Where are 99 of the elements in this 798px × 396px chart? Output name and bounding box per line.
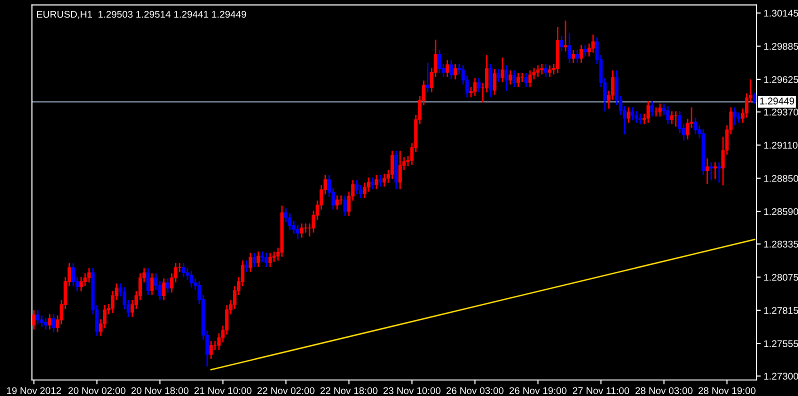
candlestick xyxy=(500,58,504,82)
candlestick xyxy=(162,278,166,300)
x-tick-label: 20 Nov 02:00 xyxy=(68,387,126,394)
candlestick xyxy=(496,69,500,82)
x-tick-label: 19 Nov 2012 xyxy=(7,387,61,394)
candlestick xyxy=(390,150,394,179)
x-tick-label: 27 Nov 11:00 xyxy=(572,387,630,394)
candlestick xyxy=(583,44,587,56)
y-tick-label: 1.28335 xyxy=(764,240,798,248)
x-tick-label: 21 Nov 10:00 xyxy=(194,387,252,394)
candlestick xyxy=(32,310,36,330)
candlestick xyxy=(713,162,717,179)
candlestick xyxy=(355,180,359,194)
y-tick-label: 1.27300 xyxy=(764,372,798,380)
candlestick xyxy=(666,106,670,124)
candlestick xyxy=(36,310,40,324)
candlestick xyxy=(576,50,580,63)
candlestick xyxy=(256,252,260,268)
y-tick-label: 1.29625 xyxy=(764,76,798,83)
y-tick-label: 1.30145 xyxy=(764,10,798,17)
x-tick-label: 23 Nov 10:00 xyxy=(384,387,440,394)
candlestick xyxy=(146,268,150,296)
y-tick-label: 1.29370 xyxy=(764,108,798,116)
candlestick xyxy=(79,277,83,292)
candlestick xyxy=(560,36,564,52)
candlestick xyxy=(733,107,737,126)
candlestick xyxy=(564,20,568,52)
candlestick xyxy=(370,178,374,190)
y-tick-label: 1.27555 xyxy=(764,340,798,348)
ref-line-label: 1.29449 xyxy=(760,98,794,104)
x-tick-label: 28 Nov 03:00 xyxy=(636,387,692,394)
candlestick xyxy=(717,162,721,183)
candlestick xyxy=(572,50,576,63)
candlestick xyxy=(646,101,650,123)
x-tick-label: 22 Nov 02:00 xyxy=(257,387,314,394)
candlestick xyxy=(492,69,496,95)
candlestick xyxy=(244,260,248,272)
candlestick xyxy=(335,195,339,210)
candlestick xyxy=(528,70,532,88)
y-tick-label: 1.28590 xyxy=(764,208,798,216)
candlestick xyxy=(190,270,194,288)
candlestick xyxy=(508,70,512,85)
candlestick xyxy=(591,34,595,53)
candlestick xyxy=(516,72,520,88)
candlestick xyxy=(343,195,347,216)
text: EURUSD,H1 1.29503 1.29514 1.29441 1.29449 xyxy=(37,10,246,19)
candlestick xyxy=(477,78,481,92)
candlestick xyxy=(638,114,642,124)
y-tick-label: 1.28850 xyxy=(764,175,798,182)
candlestick xyxy=(450,60,454,80)
candlestick xyxy=(426,62,430,92)
y-tick-label: 1.27815 xyxy=(764,307,798,314)
x-tick-label: 22 Nov 18:00 xyxy=(320,387,378,394)
candlestick xyxy=(544,64,548,77)
candlestick xyxy=(670,111,674,124)
candlestick xyxy=(630,107,634,120)
x-tick-label: 20 Nov 18:00 xyxy=(131,387,188,394)
candlestick xyxy=(658,104,662,116)
candlestick xyxy=(488,64,492,98)
candlestick xyxy=(568,33,572,63)
x-tick-label: 28 Nov 19:00 xyxy=(698,387,756,394)
candlestick xyxy=(252,252,256,268)
candlestick xyxy=(150,273,154,296)
candlestick xyxy=(473,78,477,96)
candlestick xyxy=(634,111,638,123)
candlestick xyxy=(48,314,52,330)
candlestick xyxy=(166,278,170,293)
candlestick xyxy=(752,92,756,104)
candlestick xyxy=(382,174,386,187)
y-tick-label: 1.28075 xyxy=(764,274,798,281)
candlestick xyxy=(374,175,378,190)
candlestick xyxy=(706,158,710,184)
candlestick xyxy=(398,150,402,190)
candlestick xyxy=(446,60,450,77)
candlestick xyxy=(709,162,713,180)
candlestick xyxy=(268,252,272,268)
candlestick xyxy=(378,175,382,187)
candlestick xyxy=(264,252,268,268)
candlestick xyxy=(694,118,698,134)
y-tick-label: 1.29110 xyxy=(764,142,798,149)
candlestick xyxy=(454,64,457,80)
candlestick xyxy=(209,340,213,359)
candlestick xyxy=(300,224,304,238)
x-tick-label: 26 Nov 19:00 xyxy=(510,387,566,394)
x-tick-label: 26 Nov 03:00 xyxy=(446,387,504,394)
candlestick xyxy=(548,65,552,77)
candlestick xyxy=(44,318,48,330)
candlestick xyxy=(580,44,583,63)
candlestick xyxy=(540,64,544,74)
candlestick xyxy=(504,65,508,91)
y-tick-label: 1.29885 xyxy=(764,42,798,50)
candlestick xyxy=(438,50,442,74)
candlestick xyxy=(182,263,186,278)
candlestick xyxy=(524,72,528,88)
candlestick xyxy=(296,224,300,239)
candlestick xyxy=(536,65,540,77)
candlestick xyxy=(650,101,654,116)
candlestick xyxy=(512,70,516,88)
candlestick xyxy=(52,314,56,332)
